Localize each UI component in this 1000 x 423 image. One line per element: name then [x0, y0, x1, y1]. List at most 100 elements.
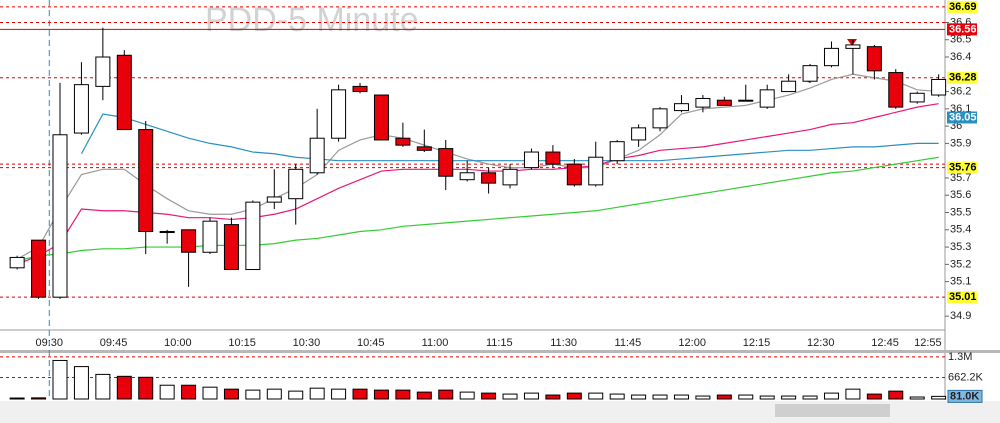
volume-bar — [459, 391, 475, 400]
candle-body — [309, 137, 325, 174]
moving-average-line — [80, 113, 939, 162]
volume-bar — [802, 395, 818, 400]
candle-body — [181, 229, 197, 253]
volume-bar — [31, 397, 47, 400]
volume-tick-label: 1.3M — [948, 351, 972, 363]
level-label: 35.01 — [949, 291, 977, 303]
candle-body — [159, 231, 175, 234]
candle-body — [716, 99, 732, 106]
y-tick-label: 36.2 — [950, 85, 971, 97]
candle-body — [759, 89, 775, 108]
y-tick-label: 35.9 — [950, 137, 971, 149]
volume-bar — [781, 395, 797, 400]
candle-body — [481, 172, 497, 184]
y-tick-label: 35.2 — [950, 258, 971, 270]
level-label-box — [947, 71, 977, 84]
candle-body — [395, 137, 411, 146]
candle-body — [588, 156, 604, 186]
volume-bar — [652, 394, 668, 400]
candle-body — [673, 103, 689, 112]
volume-bar — [673, 394, 689, 400]
candle-body — [738, 99, 754, 102]
level-label: 36.28 — [949, 72, 977, 84]
candle-body — [138, 129, 154, 233]
scrollbar-thumb[interactable] — [775, 404, 890, 417]
volume-bar — [245, 389, 261, 400]
candle-body — [438, 148, 454, 177]
level-label: 35.76 — [949, 161, 977, 173]
candle-body — [223, 224, 239, 271]
volume-bar — [523, 392, 539, 400]
candle-body — [845, 44, 861, 49]
x-tick-label: 11:15 — [486, 337, 513, 349]
candle-body — [352, 85, 368, 93]
moving-average-line — [16, 73, 939, 260]
volume-bar — [866, 393, 882, 400]
volume-last-label: 81.0K — [950, 390, 979, 402]
volume-bar — [352, 388, 368, 400]
candle-body — [566, 163, 582, 186]
candle-body — [459, 172, 475, 181]
volume-bar — [138, 376, 154, 400]
candle-body — [802, 65, 818, 82]
volume-last-box — [947, 389, 983, 403]
x-tick-label: 11:30 — [550, 337, 577, 349]
y-tick-label: 36.4 — [950, 51, 971, 63]
volume-bar — [52, 359, 68, 400]
volume-bar — [631, 394, 647, 400]
volume-bar — [823, 392, 839, 400]
candle-body — [202, 220, 218, 253]
x-tick-label: 12:00 — [678, 337, 706, 349]
level-label: 36.05 — [949, 111, 977, 123]
candle-body — [373, 94, 389, 141]
candle-body — [781, 80, 797, 93]
level-label-box — [947, 0, 977, 13]
y-tick-label: 35.4 — [950, 224, 971, 236]
volume-bar — [116, 375, 132, 400]
x-tick-label: 11:00 — [422, 337, 449, 349]
candle-body — [631, 127, 647, 141]
candle-body — [95, 56, 111, 87]
volume-bar — [931, 395, 947, 400]
candle-body — [416, 146, 432, 151]
candle-body — [866, 46, 882, 72]
volume-bar — [266, 388, 282, 400]
volume-bar — [73, 366, 89, 400]
volume-bar — [738, 394, 754, 400]
level-label: 36.56 — [949, 23, 977, 35]
candle-body — [823, 47, 839, 67]
x-tick-label: 10:00 — [164, 337, 192, 349]
candle-body — [73, 84, 89, 134]
volume-bar — [888, 390, 904, 400]
volume-bar — [159, 384, 175, 400]
volume-bar — [373, 389, 389, 400]
candle-body — [652, 108, 668, 129]
level-label-box — [947, 291, 977, 304]
candle-body — [9, 256, 25, 269]
candle-body — [266, 196, 282, 203]
volume-bar — [95, 373, 111, 400]
moving-average-line — [16, 156, 939, 262]
y-tick-label: 36.5 — [950, 34, 971, 46]
candle-body — [695, 97, 711, 108]
x-tick-label: 12:55 — [914, 337, 942, 349]
volume-bar — [223, 388, 239, 400]
x-tick-label: 12:30 — [807, 337, 835, 349]
candle-body — [116, 54, 132, 131]
moving-average-line — [16, 103, 939, 265]
y-tick-label: 35.7 — [950, 172, 971, 184]
volume-bar — [545, 394, 561, 400]
y-tick-label: 35.5 — [950, 206, 971, 218]
candle-body — [502, 168, 518, 186]
volume-bar — [181, 384, 197, 400]
volume-bar — [588, 392, 604, 400]
candle-body — [909, 92, 925, 103]
volume-bar — [331, 388, 347, 400]
level-label-box — [947, 23, 977, 36]
volume-bar — [481, 392, 497, 400]
level-label-box — [947, 111, 977, 124]
candle-body — [609, 141, 625, 162]
volume-bar — [416, 391, 432, 400]
level-label-box — [947, 161, 977, 174]
